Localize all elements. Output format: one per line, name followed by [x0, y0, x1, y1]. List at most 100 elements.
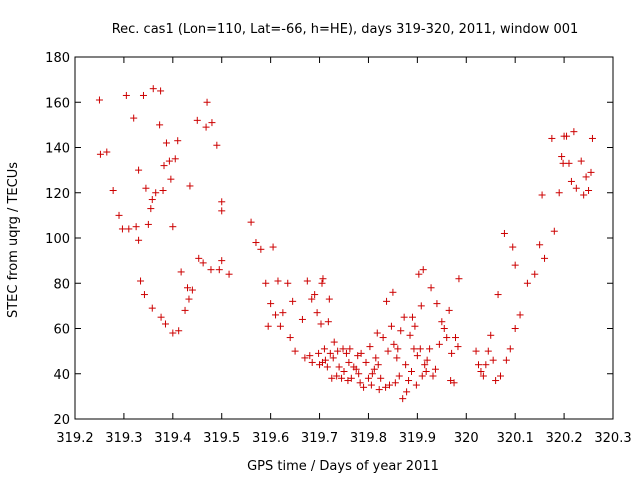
x-tick-label: 320.2 — [545, 431, 582, 446]
data-point — [177, 268, 185, 276]
data-point — [548, 134, 556, 142]
data-point — [199, 259, 207, 267]
data-point — [218, 207, 226, 215]
data-point — [355, 370, 363, 378]
data-point — [587, 168, 595, 176]
data-point — [372, 354, 380, 362]
data-point — [203, 98, 211, 106]
data-point — [267, 300, 275, 308]
x-axis-ticks: 319.2 319.3 319.4 319.5 319.6 319.7 319.8 319.9… — [56, 57, 632, 446]
y-tick-label: 120 — [45, 187, 70, 202]
data-point — [318, 279, 326, 287]
data-point — [418, 372, 426, 380]
x-tick-label: 319.8 — [350, 431, 387, 446]
data-point — [402, 361, 410, 369]
data-point — [130, 114, 138, 122]
data-point — [415, 270, 423, 278]
x-tick-label: 320.1 — [497, 431, 534, 446]
data-point — [303, 277, 311, 285]
data-point — [185, 295, 193, 303]
data-point — [431, 365, 439, 373]
data-point — [247, 218, 255, 226]
data-point — [399, 395, 407, 403]
data-point — [412, 381, 420, 389]
data-point — [531, 270, 539, 278]
data-point — [165, 157, 173, 165]
data-point — [479, 372, 487, 380]
data-point — [319, 275, 327, 283]
data-point — [315, 349, 323, 357]
data-point — [274, 277, 282, 285]
y-axis-ticks: 20 40 60 80 100 120 140 160 180 — [45, 51, 613, 428]
data-point — [411, 322, 419, 330]
y-tick-label: 20 — [53, 413, 70, 428]
data-point — [487, 331, 495, 339]
data-point — [286, 334, 294, 342]
data-point — [160, 162, 168, 170]
data-point — [570, 128, 578, 136]
data-point — [169, 329, 177, 337]
data-point — [375, 386, 383, 394]
data-point — [416, 345, 424, 353]
data-point — [186, 182, 194, 190]
data-point — [139, 91, 147, 99]
data-point — [394, 345, 402, 353]
data-point — [167, 175, 175, 183]
data-point — [475, 361, 482, 369]
data-point — [435, 340, 443, 348]
plot-border — [74, 56, 614, 420]
data-point — [567, 177, 575, 185]
data-point — [306, 352, 314, 360]
data-point — [582, 173, 590, 181]
data-point — [484, 347, 492, 355]
x-tick-label: 319.7 — [301, 431, 338, 446]
chart-title: Rec. cas1 (Lon=110, Lat=-66, h=HE), days… — [112, 22, 579, 37]
data-point — [269, 243, 277, 251]
data-point — [171, 155, 179, 163]
data-point — [284, 279, 292, 287]
data-point — [262, 279, 270, 287]
data-point — [395, 372, 403, 380]
data-point — [357, 349, 365, 357]
data-point — [339, 345, 347, 353]
data-point — [329, 354, 337, 362]
x-tick-label: 319.5 — [203, 431, 240, 446]
data-point — [452, 334, 460, 342]
data-point — [423, 356, 431, 364]
data-point — [429, 372, 437, 380]
x-tick-label: 319.4 — [154, 431, 191, 446]
data-point — [311, 291, 319, 299]
data-point — [419, 266, 427, 274]
data-point — [208, 119, 216, 127]
data-point — [511, 261, 519, 269]
data-point — [422, 367, 430, 375]
data-point — [342, 349, 350, 357]
data-point — [565, 159, 573, 167]
data-point — [559, 159, 567, 167]
y-axis-label: STEC from uqrg / TECUs — [6, 162, 21, 318]
data-point — [509, 243, 517, 251]
data-point — [550, 227, 558, 235]
data-point — [346, 345, 354, 353]
y-tick-label: 60 — [53, 323, 70, 338]
data-point — [410, 345, 418, 353]
data-point — [215, 266, 223, 274]
x-tick-label: 319.9 — [399, 431, 436, 446]
data-point — [147, 205, 155, 213]
data-point — [325, 295, 333, 303]
y-tick-label: 40 — [53, 368, 70, 383]
data-point — [157, 87, 165, 95]
data-point — [489, 356, 497, 364]
data-point — [433, 300, 441, 308]
data-point — [588, 134, 596, 142]
data-point — [279, 309, 287, 317]
data-point — [407, 367, 415, 375]
data-point — [347, 374, 355, 382]
data-point — [289, 297, 297, 305]
data-point — [308, 295, 316, 303]
y-tick-label: 160 — [45, 96, 70, 111]
data-point — [497, 372, 505, 380]
data-point — [368, 370, 376, 378]
data-point — [523, 279, 531, 287]
x-axis-label: GPS time / Days of year 2011 — [247, 459, 439, 474]
